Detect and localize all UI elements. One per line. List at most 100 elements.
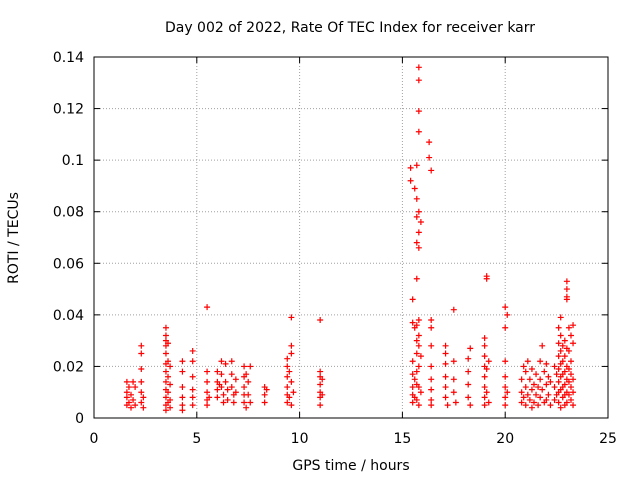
data-point <box>138 342 145 349</box>
data-point <box>230 399 237 406</box>
data-point <box>241 399 248 406</box>
data-point <box>220 399 227 406</box>
data-point <box>125 384 132 391</box>
data-point <box>528 366 535 373</box>
data-point <box>485 399 492 406</box>
data-point <box>138 350 145 357</box>
data-point <box>409 371 416 378</box>
data-points <box>123 64 577 414</box>
data-point <box>261 391 268 398</box>
data-point <box>162 394 169 401</box>
data-point <box>317 368 324 375</box>
data-point <box>502 358 509 365</box>
data-point <box>541 368 548 375</box>
data-point <box>165 373 172 380</box>
data-point <box>413 322 420 329</box>
data-point <box>543 360 550 367</box>
data-point <box>415 342 422 349</box>
data-point <box>485 358 492 365</box>
data-point <box>214 394 221 401</box>
data-point <box>189 402 196 409</box>
data-point <box>557 347 564 354</box>
data-point <box>481 402 488 409</box>
data-point <box>415 317 422 324</box>
data-point <box>526 396 533 403</box>
data-point <box>319 391 326 398</box>
data-point <box>407 164 414 171</box>
y-tick-label: 0.12 <box>53 102 84 118</box>
y-tick-label: 0.08 <box>53 205 84 221</box>
data-point <box>567 384 574 391</box>
data-point <box>415 108 422 115</box>
data-point <box>442 360 449 367</box>
data-point <box>450 358 457 365</box>
data-point <box>411 376 418 383</box>
data-point <box>417 389 424 396</box>
data-point <box>543 396 550 403</box>
x-tick-label: 10 <box>291 431 309 447</box>
data-point <box>288 378 295 385</box>
data-point <box>409 399 416 406</box>
data-point <box>502 373 509 380</box>
x-tick-label: 20 <box>496 431 514 447</box>
data-point <box>288 402 295 409</box>
data-point <box>286 394 293 401</box>
data-point <box>530 381 537 388</box>
data-point <box>567 358 574 365</box>
data-point <box>428 396 435 403</box>
data-point <box>563 399 570 406</box>
data-point <box>189 358 196 365</box>
data-point <box>555 399 562 406</box>
data-point <box>567 371 574 378</box>
data-point <box>138 399 145 406</box>
y-tick-label: 0.02 <box>53 359 84 375</box>
plot-area-border <box>93 56 609 419</box>
data-point <box>518 389 525 396</box>
data-point <box>204 389 211 396</box>
data-point <box>442 373 449 380</box>
data-point <box>551 384 558 391</box>
y-tick-label: 0 <box>75 411 84 427</box>
data-point <box>222 360 229 367</box>
data-point <box>428 363 435 370</box>
data-point <box>537 394 544 401</box>
data-point <box>317 381 324 388</box>
data-point <box>444 402 451 409</box>
data-point <box>555 324 562 331</box>
data-point <box>125 399 132 406</box>
data-point <box>483 366 490 373</box>
data-point <box>165 358 172 365</box>
y-tick-label: 0.14 <box>53 50 84 66</box>
data-point <box>467 402 474 409</box>
data-point <box>232 376 239 383</box>
data-point <box>428 324 435 331</box>
data-point <box>204 368 211 375</box>
data-point <box>428 342 435 349</box>
data-point <box>415 332 422 339</box>
data-point <box>167 404 174 411</box>
x-axis-ticks: 0 5 10 15 20 25 <box>90 57 617 447</box>
data-point <box>481 353 488 360</box>
data-point <box>539 386 546 393</box>
data-point <box>553 371 560 378</box>
data-point <box>570 340 577 347</box>
data-point <box>465 394 472 401</box>
data-point <box>502 402 509 409</box>
data-point <box>547 378 554 385</box>
data-point <box>130 378 137 385</box>
data-point <box>222 378 229 385</box>
data-point <box>241 384 248 391</box>
data-point <box>537 376 544 383</box>
data-point <box>417 353 424 360</box>
data-point <box>415 128 422 135</box>
data-point <box>543 381 550 388</box>
x-tick-label: 0 <box>90 431 99 447</box>
data-point <box>162 378 169 385</box>
data-point <box>290 389 297 396</box>
data-point <box>565 391 572 398</box>
x-tick-label: 25 <box>599 431 617 447</box>
data-point <box>415 77 422 84</box>
data-point <box>243 371 250 378</box>
data-point <box>520 363 527 370</box>
